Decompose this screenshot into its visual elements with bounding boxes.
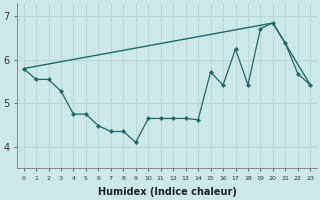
X-axis label: Humidex (Indice chaleur): Humidex (Indice chaleur) xyxy=(98,187,236,197)
